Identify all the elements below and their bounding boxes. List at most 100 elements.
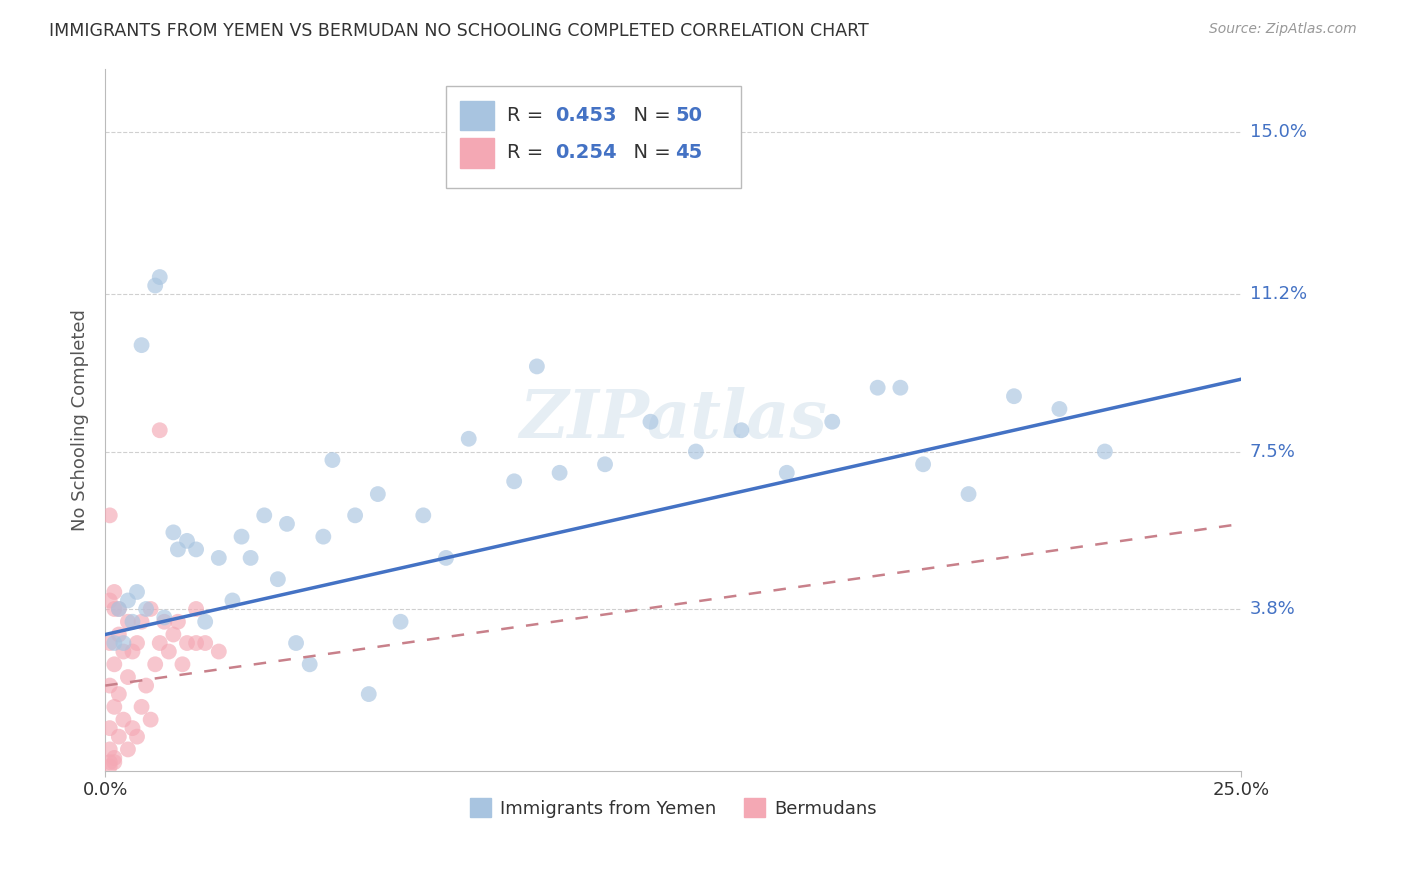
- Point: [135, 602, 157, 616]
- Text: N =: N =: [621, 106, 676, 125]
- Point: [98, 636, 121, 650]
- Text: 3.8%: 3.8%: [1250, 600, 1295, 618]
- Point: [131, 699, 153, 714]
- Point: [221, 593, 243, 607]
- Point: [253, 508, 276, 523]
- Point: [457, 432, 479, 446]
- FancyBboxPatch shape: [460, 101, 494, 130]
- Point: [321, 453, 343, 467]
- Point: [367, 487, 389, 501]
- Point: [1049, 401, 1071, 416]
- Point: [139, 713, 162, 727]
- Point: [139, 602, 162, 616]
- Text: R =: R =: [508, 106, 550, 125]
- Point: [593, 458, 616, 472]
- Text: 45: 45: [675, 144, 703, 162]
- Point: [103, 636, 125, 650]
- Point: [149, 636, 172, 650]
- Text: 11.2%: 11.2%: [1250, 285, 1306, 303]
- Point: [98, 593, 121, 607]
- Text: 0.254: 0.254: [555, 144, 617, 162]
- Point: [162, 627, 184, 641]
- Text: Source: ZipAtlas.com: Source: ZipAtlas.com: [1209, 22, 1357, 37]
- Text: 0.453: 0.453: [555, 106, 617, 125]
- Point: [776, 466, 799, 480]
- Point: [176, 533, 198, 548]
- Point: [103, 657, 125, 672]
- Point: [125, 730, 148, 744]
- Point: [957, 487, 980, 501]
- Point: [98, 759, 121, 773]
- Point: [889, 381, 911, 395]
- Point: [821, 415, 844, 429]
- Point: [143, 278, 166, 293]
- Text: R =: R =: [508, 144, 550, 162]
- Point: [117, 593, 139, 607]
- Point: [357, 687, 380, 701]
- Point: [117, 615, 139, 629]
- Point: [108, 730, 131, 744]
- Point: [548, 466, 571, 480]
- Point: [389, 615, 412, 629]
- Text: IMMIGRANTS FROM YEMEN VS BERMUDAN NO SCHOOLING COMPLETED CORRELATION CHART: IMMIGRANTS FROM YEMEN VS BERMUDAN NO SCH…: [49, 22, 869, 40]
- Y-axis label: No Schooling Completed: No Schooling Completed: [72, 309, 89, 531]
- Point: [184, 636, 207, 650]
- Point: [121, 721, 143, 735]
- Point: [143, 657, 166, 672]
- FancyBboxPatch shape: [460, 138, 494, 168]
- Point: [117, 742, 139, 756]
- Point: [153, 610, 176, 624]
- Point: [108, 687, 131, 701]
- Point: [184, 542, 207, 557]
- Point: [135, 679, 157, 693]
- Text: ZIPatlas: ZIPatlas: [519, 387, 827, 452]
- Point: [103, 751, 125, 765]
- Point: [108, 602, 131, 616]
- Point: [344, 508, 367, 523]
- Point: [167, 542, 190, 557]
- Point: [172, 657, 194, 672]
- Point: [1002, 389, 1025, 403]
- Point: [208, 644, 231, 658]
- Point: [149, 270, 172, 285]
- Legend: Immigrants from Yemen, Bermudans: Immigrants from Yemen, Bermudans: [463, 791, 884, 825]
- Point: [685, 444, 707, 458]
- Point: [108, 602, 131, 616]
- Point: [312, 530, 335, 544]
- Point: [157, 644, 180, 658]
- Point: [167, 615, 190, 629]
- Point: [162, 525, 184, 540]
- Point: [434, 550, 457, 565]
- Point: [125, 636, 148, 650]
- Text: N =: N =: [621, 144, 676, 162]
- Point: [153, 615, 176, 629]
- Point: [112, 636, 135, 650]
- Point: [112, 713, 135, 727]
- Point: [267, 572, 290, 586]
- Point: [98, 742, 121, 756]
- Point: [149, 423, 172, 437]
- Point: [131, 338, 153, 352]
- Point: [131, 615, 153, 629]
- Point: [103, 755, 125, 769]
- Point: [98, 721, 121, 735]
- Point: [121, 615, 143, 629]
- Text: 50: 50: [675, 106, 703, 125]
- Text: 15.0%: 15.0%: [1250, 123, 1306, 141]
- Point: [503, 475, 526, 489]
- Text: 7.5%: 7.5%: [1250, 442, 1295, 460]
- Point: [276, 516, 298, 531]
- Point: [912, 458, 935, 472]
- Point: [194, 636, 217, 650]
- Point: [231, 530, 253, 544]
- Point: [117, 670, 139, 684]
- Point: [98, 679, 121, 693]
- Point: [298, 657, 321, 672]
- Point: [866, 381, 889, 395]
- Point: [121, 644, 143, 658]
- Point: [184, 602, 207, 616]
- Point: [103, 699, 125, 714]
- Point: [239, 550, 262, 565]
- Point: [285, 636, 308, 650]
- Point: [640, 415, 662, 429]
